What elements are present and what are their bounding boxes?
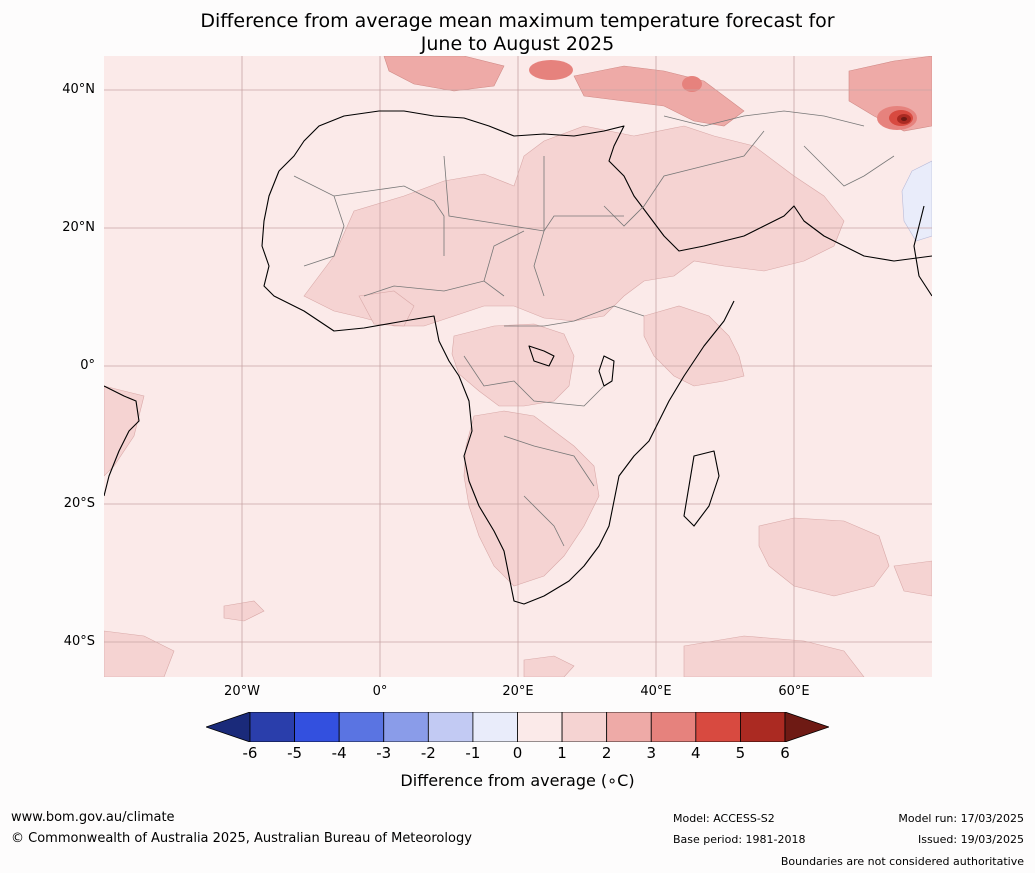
footer-base-period: Base period: 1981-2018 <box>673 833 806 846</box>
lat-label-equator: 0° <box>80 358 95 373</box>
colorbar-segment <box>606 712 652 742</box>
title-line-1: Difference from average mean maximum tem… <box>200 10 835 32</box>
colorbar-segment <box>740 712 786 742</box>
footer-copyright: © Commonwealth of Australia 2025, Austra… <box>11 831 472 846</box>
title-line-2: June to August 2025 <box>420 33 615 55</box>
lat-label-40s: 40°S <box>63 634 95 649</box>
lon-label-40e: 40°E <box>640 684 672 699</box>
footer-website: www.bom.gov.au/climate <box>11 810 175 825</box>
colorbar-segment <box>695 712 741 742</box>
colorbar-segment <box>561 712 608 742</box>
lon-label-60e: 60°E <box>778 684 810 699</box>
footer-issued: Issued: 19/03/2025 <box>917 833 1024 846</box>
footer-model-run: Model run: 17/03/2025 <box>898 812 1024 825</box>
colorbar-tick-label: 1 <box>557 744 567 762</box>
lon-label-0: 0° <box>372 684 388 699</box>
colorbar-segment <box>383 712 429 742</box>
lon-label-20w: 20°W <box>224 684 260 699</box>
colorbar-tick-label: 6 <box>780 744 790 762</box>
lat-label-40n: 40°N <box>62 82 95 97</box>
lat-label-20n: 20°N <box>62 220 95 235</box>
colorbar-tick-label: 3 <box>646 744 657 762</box>
colorbar-tick-label: -1 <box>465 744 481 762</box>
colorbar-segment <box>249 712 295 742</box>
lon-label-20e: 20°E <box>502 684 534 699</box>
anomaly-1-2-regions <box>104 125 932 677</box>
anomaly-hotspots <box>529 60 917 130</box>
colorbar-tick-label: -5 <box>287 744 303 762</box>
colorbar-tick-label: 4 <box>691 744 701 762</box>
colorbar <box>206 712 829 742</box>
colorbar-tick-label: -2 <box>420 744 436 762</box>
colorbar-tick-label: 5 <box>735 744 746 762</box>
country-borders <box>293 110 895 547</box>
colorbar-tick-label: -6 <box>242 744 258 762</box>
colorbar-segment <box>650 712 697 742</box>
footer-disclaimer: Boundaries are not considered authoritat… <box>780 855 1024 868</box>
forecast-map <box>104 56 932 677</box>
footer-model: Model: ACCESS-S2 <box>673 812 775 825</box>
lat-label-20s: 20°S <box>63 496 95 511</box>
coastlines <box>104 110 932 605</box>
colorbar-extend-high <box>784 712 829 742</box>
colorbar-segment <box>294 712 340 742</box>
colorbar-segment <box>427 712 474 742</box>
colorbar-tick-label: 0 <box>512 744 523 762</box>
anomaly-negative-region <box>901 160 932 242</box>
colorbar-segment <box>517 712 563 742</box>
colorbar-tick-label: -3 <box>376 744 392 762</box>
gridlines <box>104 56 932 677</box>
colorbar-tick-label: 2 <box>601 744 612 762</box>
colorbar-label: Difference from average (∘C) <box>400 771 635 790</box>
colorbar-segment <box>472 712 518 742</box>
colorbar-tick-label: -4 <box>331 744 347 762</box>
map-title: Difference from average mean maximum tem… <box>0 10 1035 56</box>
colorbar-segment <box>338 712 385 742</box>
colorbar-extend-low <box>206 712 251 742</box>
